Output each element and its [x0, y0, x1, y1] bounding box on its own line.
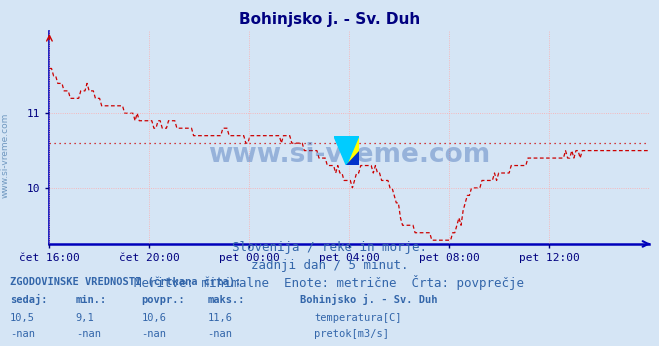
Polygon shape	[334, 136, 359, 165]
Text: 11,6: 11,6	[208, 313, 233, 323]
Text: -nan: -nan	[142, 329, 167, 339]
Text: Slovenija / reke in morje.: Slovenija / reke in morje.	[232, 241, 427, 254]
Text: -nan: -nan	[76, 329, 101, 339]
Polygon shape	[347, 151, 359, 165]
Text: 10,6: 10,6	[142, 313, 167, 323]
Text: -nan: -nan	[208, 329, 233, 339]
Text: min.:: min.:	[76, 295, 107, 305]
Text: sedaj:: sedaj:	[10, 294, 47, 305]
Text: Bohinjsko j. - Sv. Duh: Bohinjsko j. - Sv. Duh	[300, 294, 438, 305]
Text: Bohinjsko j. - Sv. Duh: Bohinjsko j. - Sv. Duh	[239, 12, 420, 27]
Text: pretok[m3/s]: pretok[m3/s]	[314, 329, 389, 339]
Text: -nan: -nan	[10, 329, 35, 339]
Text: temperatura[C]: temperatura[C]	[314, 313, 402, 323]
Text: povpr.:: povpr.:	[142, 295, 185, 305]
Polygon shape	[347, 136, 359, 165]
Text: www.si-vreme.com: www.si-vreme.com	[208, 142, 490, 167]
Text: www.si-vreme.com: www.si-vreme.com	[1, 113, 10, 198]
Text: zadnji dan / 5 minut.: zadnji dan / 5 minut.	[251, 259, 408, 272]
Text: ZGODOVINSKE VREDNOSTI (črtkana črta):: ZGODOVINSKE VREDNOSTI (črtkana črta):	[10, 276, 241, 287]
Text: 9,1: 9,1	[76, 313, 94, 323]
Text: 10,5: 10,5	[10, 313, 35, 323]
Text: maks.:: maks.:	[208, 295, 245, 305]
Text: Meritve: minimalne  Enote: metrične  Črta: povprečje: Meritve: minimalne Enote: metrične Črta:…	[134, 275, 525, 290]
